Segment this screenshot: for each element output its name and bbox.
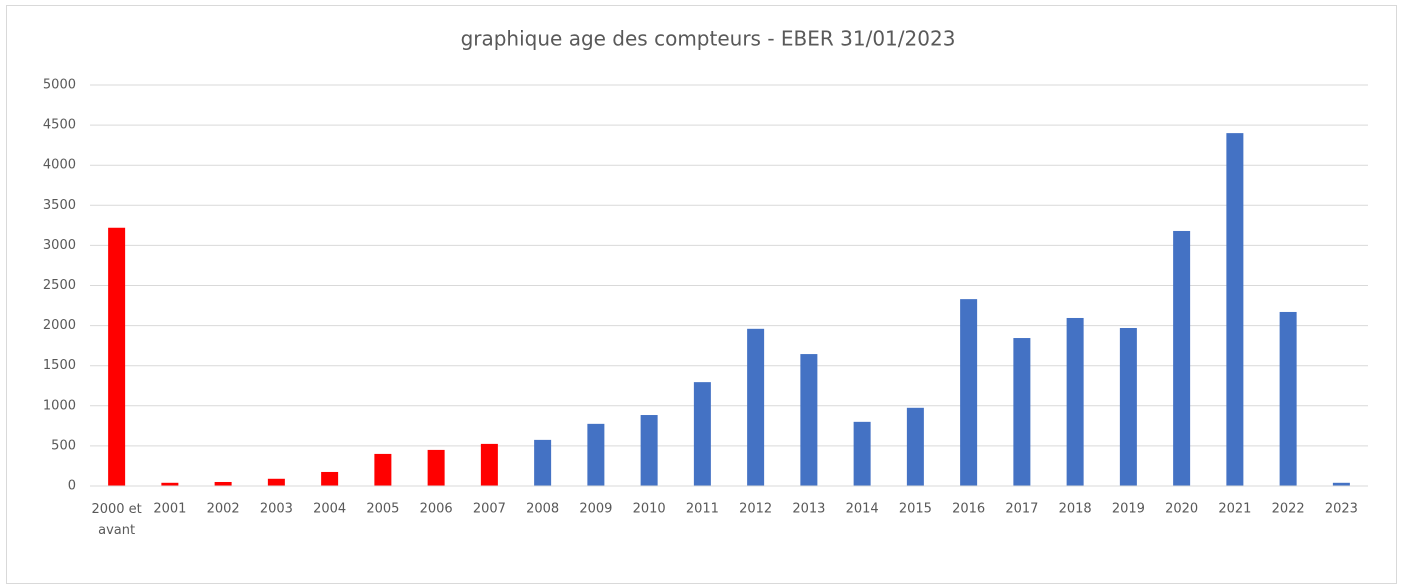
y-tick-label: 5000 [43, 78, 76, 93]
y-tick-label: 0 [68, 479, 76, 494]
y-tick-label: 1000 [43, 398, 76, 413]
x-tick-label: 2020 [1165, 502, 1198, 517]
y-tick-label: 500 [51, 438, 76, 453]
x-tick-label: 2015 [899, 502, 932, 517]
bar [1119, 328, 1137, 486]
bar [747, 328, 765, 486]
bar [960, 299, 978, 486]
x-tick-label: 2002 [207, 502, 240, 517]
bar [640, 415, 658, 486]
x-tick-label: 2009 [579, 502, 612, 517]
y-tick-label: 3000 [43, 238, 76, 253]
bar [534, 439, 552, 486]
bar [267, 478, 285, 486]
x-tick-label: 2011 [686, 502, 719, 517]
bar [214, 481, 232, 486]
y-tick-label: 2500 [43, 278, 76, 293]
bar [1226, 133, 1244, 486]
x-tick-label: 2023 [1325, 502, 1358, 517]
bar [161, 482, 179, 486]
x-tick-label: 2014 [846, 502, 879, 517]
bar [587, 423, 605, 486]
bar [427, 449, 445, 486]
bar [1066, 317, 1084, 486]
x-tick-label: 2003 [260, 502, 293, 517]
bar [853, 421, 871, 486]
x-tick-label: 2000 et avant [91, 502, 141, 538]
x-tick-label: 2019 [1112, 502, 1145, 517]
x-tick-label: 2006 [420, 502, 453, 517]
x-tick-label: 2012 [739, 502, 772, 517]
x-tick-label: 2001 [153, 502, 186, 517]
chart-frame [6, 5, 1397, 584]
bar [108, 227, 126, 487]
bar [480, 443, 498, 486]
x-tick-label: 2018 [1059, 502, 1092, 517]
x-tick-label: 2021 [1218, 502, 1251, 517]
x-tick-label: 2022 [1272, 502, 1305, 517]
x-tick-label: 2004 [313, 502, 346, 517]
x-tick-label: 2005 [366, 502, 399, 517]
bar [374, 453, 392, 486]
y-tick-label: 2000 [43, 318, 76, 333]
bar [1173, 230, 1191, 486]
chart-title: graphique age des compteurs - EBER 31/01… [461, 27, 956, 51]
x-tick-label: 2016 [952, 502, 985, 517]
x-tick-label: 2013 [792, 502, 825, 517]
bar [906, 407, 924, 486]
bar [800, 354, 818, 486]
x-tick-label: 2007 [473, 502, 506, 517]
bar [1332, 482, 1350, 486]
y-tick-label: 4000 [43, 158, 76, 173]
bar [693, 382, 711, 486]
bar [321, 471, 339, 486]
y-tick-label: 1500 [43, 358, 76, 373]
x-tick-label: 2017 [1005, 502, 1038, 517]
x-tick-label: 2008 [526, 502, 559, 517]
bar [1279, 311, 1297, 486]
x-tick-label: 2010 [633, 502, 666, 517]
y-tick-label: 3500 [43, 198, 76, 213]
y-tick-label: 4500 [43, 118, 76, 133]
bar [1013, 338, 1031, 486]
